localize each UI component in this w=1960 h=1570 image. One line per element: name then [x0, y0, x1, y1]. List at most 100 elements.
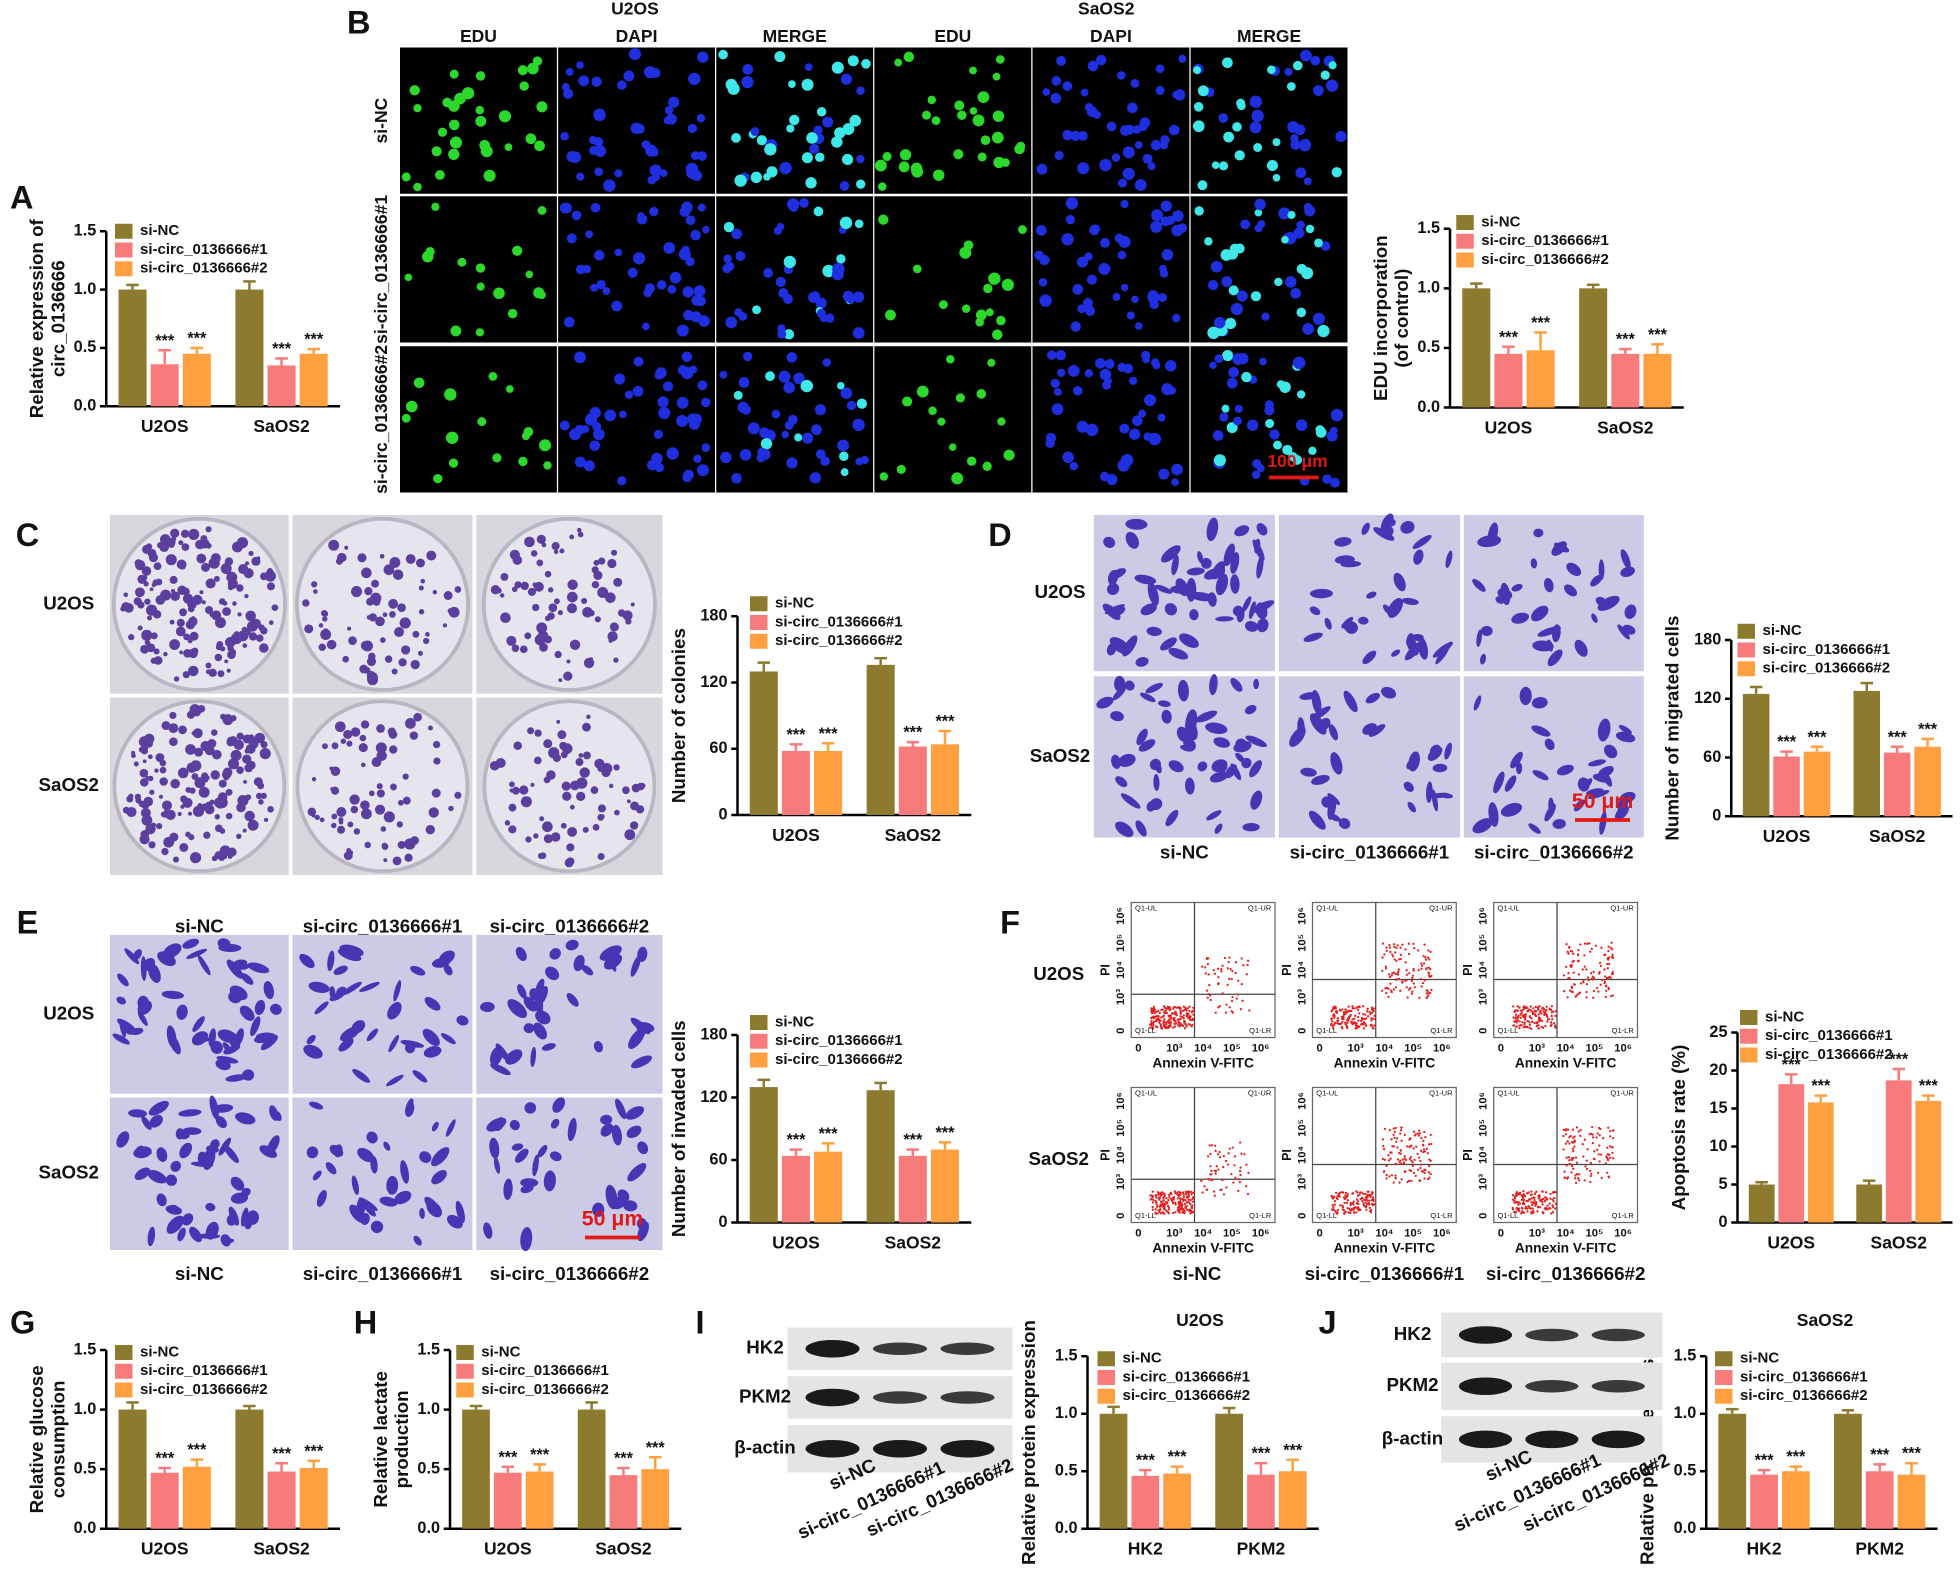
cell — [1235, 150, 1245, 160]
cell — [1214, 317, 1226, 329]
cell — [1296, 419, 1308, 431]
event — [1227, 1163, 1229, 1165]
colony — [411, 660, 420, 669]
event — [1424, 1150, 1426, 1152]
event — [1545, 1191, 1547, 1193]
quadrant-label: Q1-LL — [1135, 1026, 1156, 1035]
x-axis-label: Annexin V-FITC — [1515, 1055, 1617, 1070]
colony — [398, 658, 406, 666]
colony — [418, 651, 423, 656]
legend-swatch — [115, 1345, 133, 1360]
colony — [496, 588, 501, 593]
event — [1346, 1021, 1348, 1023]
x-tick-label: U2OS — [1485, 417, 1533, 437]
cell — [953, 149, 963, 159]
colony — [382, 843, 388, 849]
event — [1227, 1152, 1229, 1154]
event — [1374, 1018, 1376, 1020]
cell — [897, 465, 906, 474]
x-tick-label: 10³ — [1166, 1043, 1183, 1055]
event — [1569, 964, 1571, 966]
event — [1591, 948, 1593, 950]
colony — [394, 627, 404, 637]
event — [1155, 1203, 1157, 1205]
colony — [389, 611, 396, 618]
event — [1606, 963, 1608, 965]
event — [1209, 1144, 1211, 1146]
cell — [765, 371, 775, 381]
event — [1208, 984, 1210, 986]
cell — [1237, 102, 1245, 110]
event — [1400, 1149, 1402, 1151]
cell — [1156, 64, 1165, 73]
cell — [1066, 197, 1078, 209]
event — [1423, 1148, 1425, 1150]
cell — [666, 447, 678, 459]
cell — [976, 310, 987, 321]
colony — [534, 729, 541, 736]
y-axis-label: Relative protein expression — [1018, 1320, 1039, 1565]
event — [1603, 982, 1605, 984]
event — [1229, 1148, 1231, 1150]
event — [1186, 1015, 1188, 1017]
event — [1398, 1152, 1400, 1154]
event — [1592, 997, 1594, 999]
colony — [347, 821, 353, 827]
cell — [1250, 121, 1262, 133]
event — [1567, 972, 1569, 974]
event — [1608, 1176, 1610, 1178]
event — [1168, 1212, 1170, 1214]
event — [1243, 1153, 1245, 1155]
cell — [1127, 103, 1138, 114]
event — [1526, 1192, 1528, 1194]
event — [1549, 1193, 1551, 1195]
event — [1330, 1018, 1332, 1020]
colony — [347, 627, 351, 631]
cell — [619, 411, 627, 419]
event — [1231, 1000, 1233, 1002]
event — [1512, 1194, 1514, 1196]
event — [1221, 965, 1223, 967]
row-label: U2OS — [43, 592, 94, 613]
event — [1578, 1130, 1580, 1132]
cell — [526, 271, 534, 279]
colony — [215, 814, 220, 819]
cell — [986, 308, 994, 316]
event — [1578, 960, 1580, 962]
colony — [578, 532, 584, 538]
cell — [805, 63, 813, 71]
colony — [376, 724, 385, 733]
colony — [178, 812, 182, 816]
event — [1574, 983, 1576, 985]
cell — [701, 398, 710, 407]
event — [1214, 1195, 1216, 1197]
cell — [1253, 143, 1262, 152]
band — [1459, 1378, 1512, 1396]
colony — [505, 820, 510, 825]
colony — [135, 560, 145, 570]
event — [1210, 1170, 1212, 1172]
band — [873, 1391, 927, 1404]
y-tick-label: 0 — [1115, 1028, 1127, 1034]
panel-letter: D — [988, 517, 1011, 553]
event — [1359, 1191, 1361, 1193]
cell — [484, 170, 496, 182]
event — [1422, 1144, 1424, 1146]
cell — [578, 75, 589, 86]
event — [1533, 1022, 1535, 1024]
cell — [567, 233, 577, 243]
cell — [759, 427, 770, 438]
column-label: si-circ_0136666#1 — [1290, 842, 1450, 863]
event — [1220, 968, 1222, 970]
event — [1177, 1007, 1179, 1009]
band — [1459, 1431, 1512, 1449]
event — [1362, 1193, 1364, 1195]
event — [1219, 1156, 1221, 1158]
event — [1531, 1021, 1533, 1023]
event — [1393, 1145, 1395, 1147]
colony — [180, 795, 187, 802]
cell — [493, 287, 505, 299]
event — [1423, 944, 1425, 946]
cell — [784, 256, 796, 268]
cell — [1247, 420, 1258, 431]
